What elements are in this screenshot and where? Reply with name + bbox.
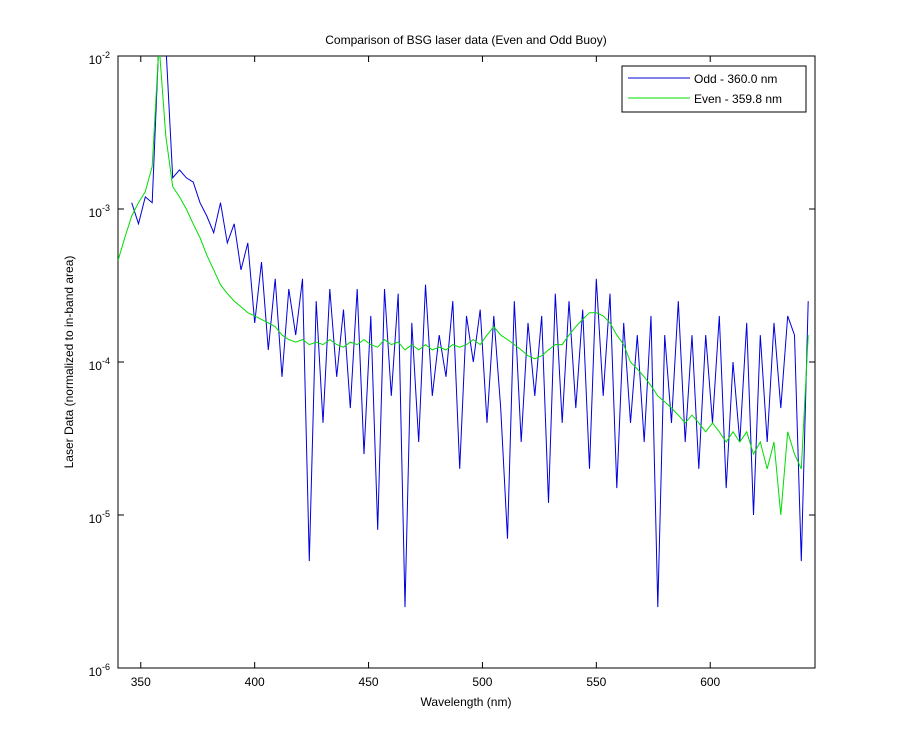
y-axis-label: Laser Data (normalized to in-band area) xyxy=(62,256,76,469)
x-tick-label: 600 xyxy=(700,675,720,689)
legend xyxy=(621,65,807,113)
series-group xyxy=(118,56,809,608)
x-axis-label: Wavelength (nm) xyxy=(421,695,512,709)
x-tick-label: 550 xyxy=(586,675,606,689)
y-tick-label: 10-5 xyxy=(89,509,110,526)
x-tick-label: 400 xyxy=(245,675,265,689)
y-tick-label: 10-4 xyxy=(89,356,110,373)
y-tick-label: 10-6 xyxy=(89,662,110,679)
y-tick-label: 10-2 xyxy=(89,50,110,67)
y-tick-label: 10-3 xyxy=(89,203,110,220)
plot-area xyxy=(117,55,816,669)
legend-label: Odd - 360.0 nm xyxy=(694,72,777,86)
series-line xyxy=(131,56,809,608)
x-tick-label: 500 xyxy=(472,675,492,689)
legend-label: Even - 359.8 nm xyxy=(694,92,782,106)
x-tick-label: 350 xyxy=(131,675,151,689)
series-line xyxy=(118,56,809,516)
chart-title: Comparison of BSG laser data (Even and O… xyxy=(325,33,606,47)
x-tick-label: 450 xyxy=(359,675,379,689)
